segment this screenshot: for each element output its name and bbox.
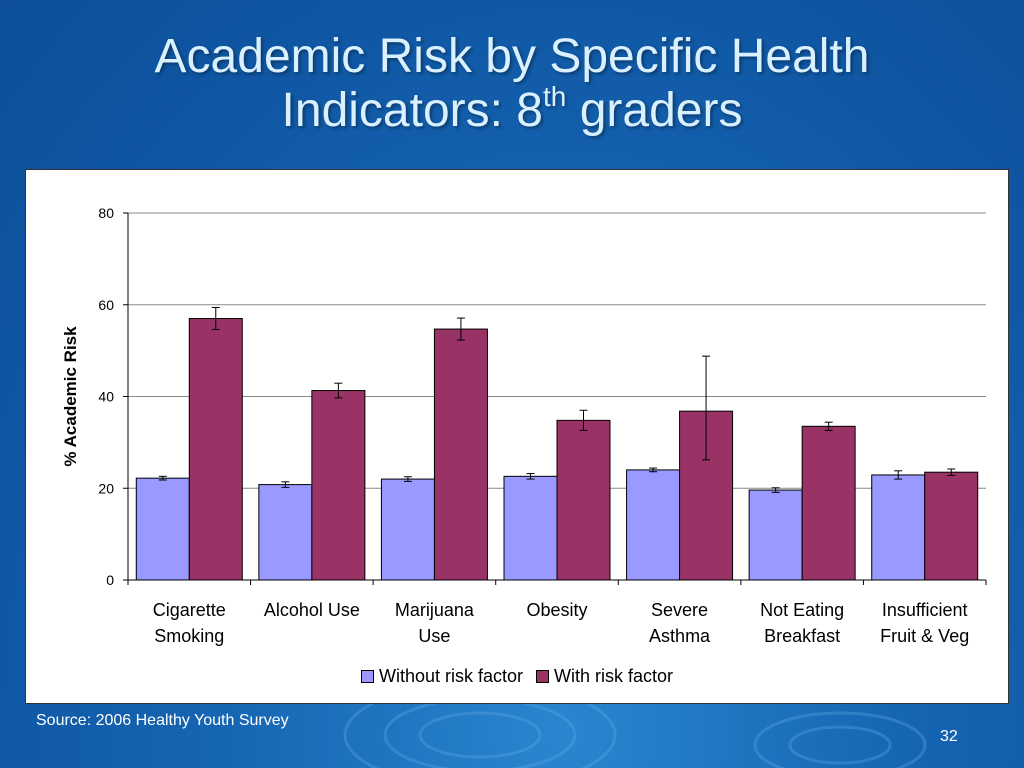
category-label-line: Fruit & Veg (880, 626, 970, 646)
title-line-2-prefix: Indicators: 8 (281, 84, 543, 137)
legend-swatch-with (536, 670, 550, 683)
category-label-line: Breakfast (764, 626, 841, 646)
category-label: Insufficient Fruit & Veg (864, 597, 986, 649)
chart-panel: 0 20 40 60 80 % Academic Risk Cigarette Smokin… (25, 169, 1009, 704)
bar-without (258, 484, 313, 581)
title-superscript: th (543, 81, 567, 112)
bar-with (556, 419, 611, 581)
title-line-2: Indicators: 8th graders (0, 81, 1024, 138)
chart-legend: Without risk factor With risk factor (26, 666, 1008, 688)
bar-with (311, 390, 366, 581)
category-label: Cigarette Smoking (128, 597, 250, 649)
legend-label-with: With risk factor (554, 666, 674, 686)
category-label-line: Severe (651, 600, 709, 620)
category-label-line: Insufficient (881, 600, 968, 620)
category-label-line: Cigarette (152, 600, 226, 620)
legend-label-without: Without risk factor (378, 666, 523, 686)
bar-chart: 0 20 40 60 80 % Academic Risk (61, 205, 987, 588)
bar-with (188, 318, 243, 581)
category-label-line: Marijuana (394, 600, 474, 620)
page-number: 32 (940, 728, 958, 745)
source-note: Source: 2006 Healthy Youth Survey (36, 712, 289, 729)
legend-swatch-without (360, 670, 374, 683)
category-label: Obesity (496, 597, 618, 623)
y-tick-label: 40 (98, 389, 114, 405)
y-tick-label: 60 (98, 297, 114, 313)
bar-without (626, 469, 681, 581)
y-tick-label: 20 (98, 480, 114, 496)
bar-without (871, 474, 926, 581)
category-label: Severe Asthma (619, 597, 741, 649)
category-label: Not Eating Breakfast (741, 597, 863, 649)
category-label-line: Obesity (526, 600, 588, 620)
category-label-line: Not Eating (760, 600, 845, 620)
category-label: Marijuana Use (373, 597, 495, 649)
title-line-2-suffix: graders (566, 84, 743, 137)
bar-without (748, 489, 803, 581)
y-axis-label: % Academic Risk (61, 326, 80, 467)
title-line-1: Academic Risk by Specific Health (154, 30, 870, 83)
legend-item-with: With risk factor (536, 666, 673, 687)
category-label-line: Use (418, 626, 451, 646)
category-label-line: Asthma (649, 626, 711, 646)
slide-title: Academic Risk by Specific Health Indicat… (0, 30, 1024, 138)
y-tick-label: 0 (106, 572, 114, 588)
bar-without (503, 475, 558, 581)
bar-with (924, 471, 979, 581)
bar-with (433, 328, 488, 581)
category-label-line: Alcohol Use (263, 600, 360, 620)
category-label-line: Smoking (154, 626, 225, 646)
category-label: Alcohol Use (251, 597, 373, 623)
bar-with (801, 425, 856, 581)
y-tick-label: 80 (98, 205, 114, 221)
bar-without (135, 477, 190, 581)
bar-without (380, 478, 435, 581)
legend-item-without: Without risk factor (360, 666, 523, 687)
